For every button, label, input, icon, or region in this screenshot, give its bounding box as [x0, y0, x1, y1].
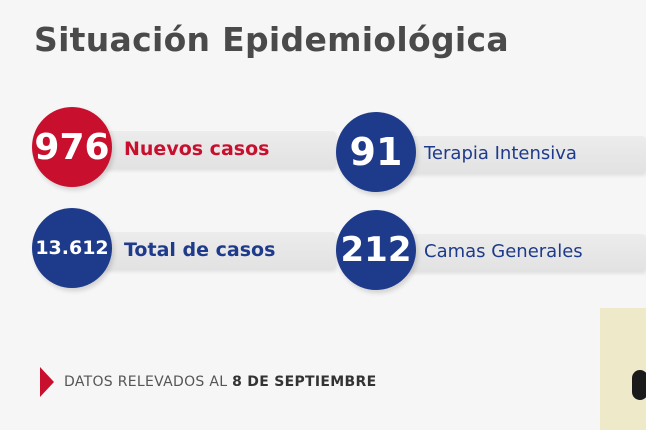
stat-value-circle: 212: [336, 210, 416, 290]
stat-value-circle: 976: [32, 107, 112, 187]
stat-value: 91: [349, 130, 403, 174]
stat-label-bar: [376, 136, 646, 174]
page-title: Situación Epidemiológica: [34, 20, 509, 59]
triangle-marker-icon: [40, 367, 54, 397]
data-date-note: DATOS RELEVADOS AL 8 DE SEPTIEMBRE: [40, 367, 376, 397]
stat-label-bar: [72, 131, 336, 169]
stat-value-circle: 91: [336, 112, 416, 192]
footer-prefix: DATOS RELEVADOS AL: [64, 374, 233, 390]
footer-date: 8 DE SEPTIEMBRE: [232, 374, 377, 390]
overlay-shape: [632, 370, 646, 400]
stat-label-bar: [376, 234, 646, 272]
stat-label: Nuevos casos: [124, 138, 270, 160]
stat-label: Terapia Intensiva: [424, 143, 577, 164]
video-overlay-corner: [600, 308, 646, 430]
stat-value: 212: [340, 230, 412, 270]
stat-label: Camas Generales: [424, 241, 583, 262]
footer-note: DATOS RELEVADOS AL 8 DE SEPTIEMBRE: [64, 374, 376, 390]
stat-label-bar: [72, 232, 336, 270]
stat-value: 976: [34, 126, 110, 168]
stat-label: Total de casos: [124, 239, 276, 261]
stat-value: 13.612: [35, 237, 109, 259]
stat-value-circle: 13.612: [32, 208, 112, 288]
